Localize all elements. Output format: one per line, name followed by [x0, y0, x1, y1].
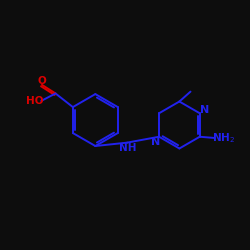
Text: N: N	[200, 105, 209, 115]
Text: O: O	[37, 76, 46, 86]
Text: NH: NH	[119, 143, 136, 153]
Text: HO: HO	[26, 96, 43, 106]
Text: N: N	[152, 137, 161, 147]
Text: NH$_2$: NH$_2$	[212, 131, 235, 145]
